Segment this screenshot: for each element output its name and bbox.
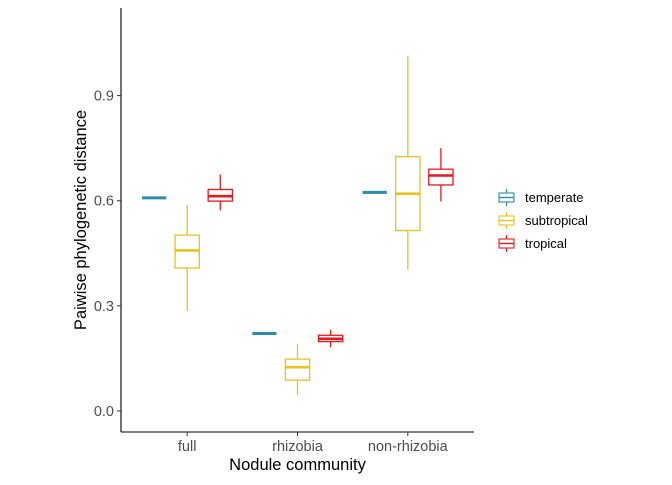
box-tropical-full xyxy=(207,174,234,211)
box-subtropical-full xyxy=(174,204,200,312)
legend-label: temperate xyxy=(525,190,584,205)
legend-item-subtropical: subtropical xyxy=(498,212,588,229)
y-tick-label: 0.9 xyxy=(94,89,114,105)
legend-item-temperate: temperate xyxy=(498,189,584,206)
x-tick-label: non-rhizobia xyxy=(368,439,449,455)
legend-item-tropical: tropical xyxy=(498,235,567,252)
x-tick-label: full xyxy=(178,439,197,455)
x-axis-title: Nodule community xyxy=(229,456,366,474)
box-iqr xyxy=(428,168,454,186)
legend-label: tropical xyxy=(525,236,567,251)
y-tick-label: 0.3 xyxy=(94,299,114,315)
plot-area xyxy=(141,56,454,396)
box-iqr xyxy=(284,358,311,381)
legend-label: subtropical xyxy=(525,213,588,228)
box-subtropical-non-rhizobia xyxy=(395,56,421,270)
y-tick-label: 0.6 xyxy=(94,194,114,210)
x-tick-label: rhizobia xyxy=(272,439,324,455)
box-tropical-non-rhizobia xyxy=(428,148,454,202)
y-axis-ticks: 0.0 0.3 0.6 0.9 xyxy=(94,89,121,420)
box-tropical-rhizobia xyxy=(317,329,344,348)
y-tick-label: 0.0 xyxy=(94,404,114,420)
box-subtropical-rhizobia xyxy=(284,343,311,396)
legend: temperate subtropical tropical xyxy=(498,189,588,252)
x-axis-ticks: full rhizobia non-rhizobia xyxy=(178,432,449,455)
y-axis-title: Paiwise phylogenetic distance xyxy=(72,110,90,330)
